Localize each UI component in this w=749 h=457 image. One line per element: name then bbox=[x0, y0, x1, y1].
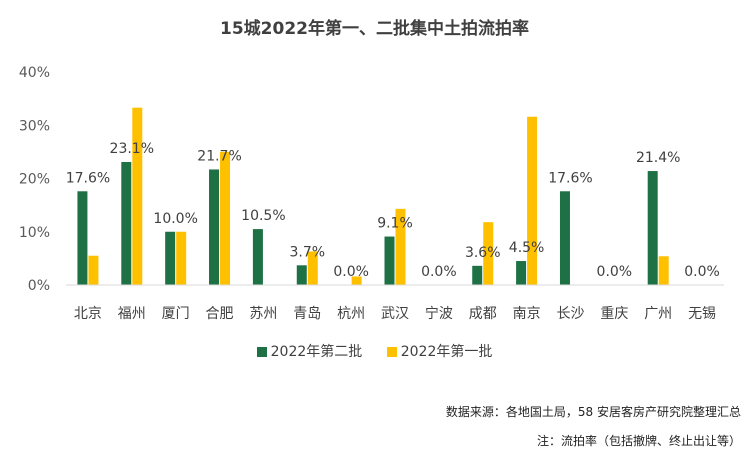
legend-item-series-1: 2022年第一批 bbox=[386, 341, 493, 361]
bar-series-2 bbox=[252, 229, 263, 285]
legend-swatch-series-1 bbox=[386, 347, 397, 357]
legend-swatch-series-2 bbox=[256, 347, 267, 357]
data-label: 3.7% bbox=[289, 244, 325, 260]
x-tick-label: 厦门 bbox=[162, 306, 190, 322]
y-tick-label: 0% bbox=[28, 278, 50, 294]
x-tick-label: 青岛 bbox=[293, 306, 321, 322]
data-label: 4.5% bbox=[509, 240, 545, 256]
y-axis: 0% 10% 20% 30% 40% bbox=[19, 65, 50, 294]
bars bbox=[77, 107, 669, 286]
bar-series-1 bbox=[395, 208, 406, 285]
legend-label-series-1: 2022年第一批 bbox=[400, 344, 493, 360]
bar-series-1 bbox=[527, 116, 538, 285]
bar-series-2 bbox=[296, 265, 307, 285]
x-tick-label: 苏州 bbox=[249, 306, 277, 322]
bar-series-2 bbox=[647, 171, 658, 285]
data-label: 23.1% bbox=[110, 141, 154, 157]
bar-series-1 bbox=[351, 276, 362, 285]
x-tick-label: 长沙 bbox=[556, 306, 584, 322]
x-tick-label: 南京 bbox=[513, 306, 541, 322]
source-note: 数据来源：各地国土局，58 安居客房产研究院整理汇总 bbox=[445, 405, 741, 419]
x-tick-label: 广州 bbox=[644, 306, 672, 322]
data-label: 9.1% bbox=[377, 216, 413, 232]
x-tick-label: 无锡 bbox=[688, 306, 716, 322]
bar-series-2 bbox=[209, 169, 220, 285]
bar-series-1 bbox=[132, 107, 143, 286]
bar-series-2 bbox=[472, 265, 483, 285]
data-label: 10.0% bbox=[153, 211, 197, 227]
y-tick-label: 40% bbox=[19, 65, 50, 81]
definition-note: 注：流拍率（包括撤牌、终止出让等） bbox=[536, 434, 741, 448]
legend: 2022年第二批 2022年第一批 bbox=[0, 341, 749, 361]
legend-item-series-2: 2022年第二批 bbox=[256, 341, 363, 361]
bar-series-1 bbox=[483, 222, 494, 285]
bar-series-1 bbox=[658, 256, 669, 285]
x-tick-label: 福州 bbox=[118, 306, 146, 322]
data-label: 17.6% bbox=[548, 170, 592, 186]
bar-series-2 bbox=[121, 161, 132, 285]
bar-series-1 bbox=[176, 231, 187, 285]
y-tick-label: 20% bbox=[19, 172, 50, 188]
data-label: 0.0% bbox=[597, 264, 633, 280]
x-tick-label: 重庆 bbox=[600, 306, 628, 322]
data-label: 10.5% bbox=[241, 208, 285, 224]
x-tick-label: 宁波 bbox=[425, 305, 453, 322]
data-label: 0.0% bbox=[333, 264, 369, 280]
bar-series-1 bbox=[88, 255, 99, 285]
data-label: 21.7% bbox=[197, 148, 241, 164]
bar-series-2 bbox=[516, 261, 527, 285]
x-axis: 北京 福州 厦门 合肥 苏州 青岛 杭州 武汉 宁波 成都 南京 长沙 重庆 广州 无锡 bbox=[66, 284, 724, 322]
y-tick-label: 10% bbox=[19, 225, 50, 241]
bar-series-1 bbox=[220, 151, 231, 285]
x-tick-label: 北京 bbox=[74, 306, 102, 322]
x-tick-label: 杭州 bbox=[337, 306, 365, 322]
data-label: 3.6% bbox=[465, 245, 501, 261]
x-tick-label: 成都 bbox=[469, 306, 497, 322]
bar-series-2 bbox=[559, 191, 570, 285]
bar-series-2 bbox=[165, 231, 176, 285]
x-tick-label: 合肥 bbox=[206, 306, 234, 322]
data-label: 17.6% bbox=[66, 170, 110, 186]
bar-series-2 bbox=[384, 236, 395, 285]
bar-series-1 bbox=[307, 251, 318, 285]
chart-title: 15城2022年第一、二批集中土拍流拍率 bbox=[220, 19, 529, 39]
data-label: 0.0% bbox=[684, 264, 720, 280]
x-tick-label: 武汉 bbox=[381, 306, 409, 322]
bar-series-2 bbox=[77, 191, 88, 285]
data-labels: 17.6%23.1%10.0%21.7%10.5%3.7%0.0%9.1%0.0… bbox=[66, 141, 720, 280]
data-label: 0.0% bbox=[421, 264, 457, 280]
data-label: 21.4% bbox=[636, 150, 680, 166]
legend-label-series-2: 2022年第二批 bbox=[270, 344, 363, 360]
y-tick-label: 30% bbox=[19, 118, 50, 134]
